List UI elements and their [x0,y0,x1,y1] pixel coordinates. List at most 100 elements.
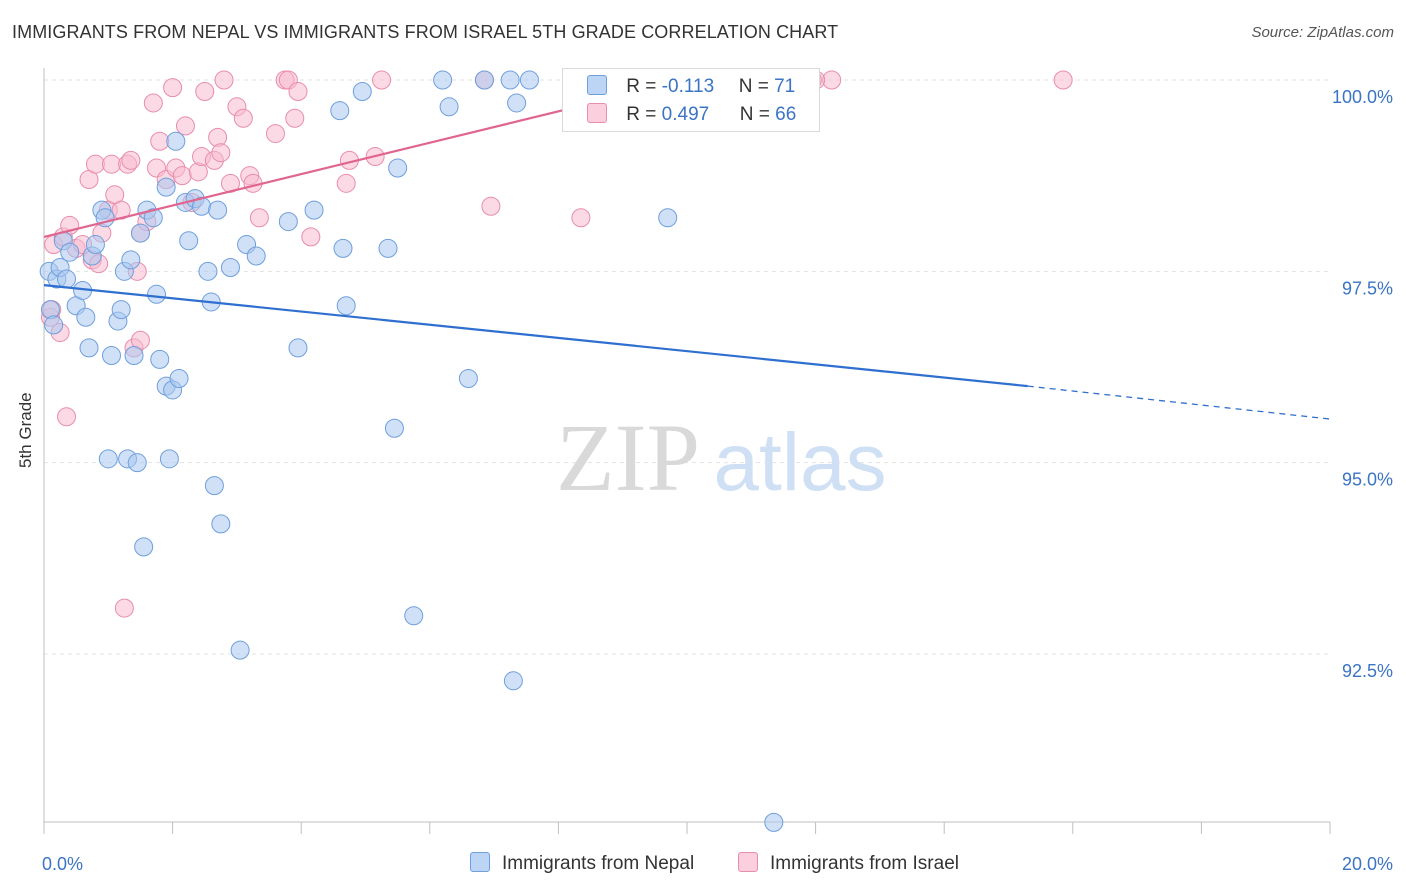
tick-labels: 92.5% 95.0% 97.5% 100.0% 0.0% 20.0% [42,87,1393,874]
israel-point [301,227,321,247]
israel-point [1053,70,1073,90]
y-tick-label: 95.0% [1342,470,1393,490]
nepal-point [179,231,199,251]
israel-point [214,70,234,90]
israel-point [85,154,105,174]
nepal-point [76,307,96,327]
israel-point [481,196,501,216]
nepal-point [220,258,240,278]
y-tick-label: 92.5% [1342,661,1393,681]
israel-n-value: 66 [775,104,797,125]
nepal-point [60,242,80,262]
israel-point [172,166,192,186]
legend-label-nepal: Immigrants from Nepal [502,853,695,874]
nepal-point [169,368,189,388]
chart-title: IMMIGRANTS FROM NEPAL VS IMMIGRANTS FROM… [12,22,839,42]
nepal-point [304,200,324,220]
legend-item-israel: Immigrants from Israel [738,852,959,875]
nepal-point [40,300,60,320]
nepal-point [121,250,141,270]
nepal-point [198,261,218,281]
y-tick-label: 100.0% [1332,87,1393,107]
israel-point [288,81,308,101]
nepal-point [44,315,64,335]
nepal-n-value: 71 [774,76,796,97]
israel-point [114,598,134,618]
nepal-point [85,235,105,255]
nepal-point [278,212,298,232]
nepal-point [134,537,154,557]
nepal-point [246,246,266,266]
nepal-point [156,177,176,197]
israel-point [285,108,305,128]
israel-point [208,127,228,147]
nepal-point [658,208,678,228]
correlation-legend: R = -0.113 N = 71 R = 0.497 N = 66 [562,68,820,132]
israel-point [163,78,183,98]
nepal-point [288,338,308,358]
nepal-point [507,93,527,113]
nepal-point [352,81,372,101]
israel-swatch [587,103,607,123]
source-label: Source: ZipAtlas.com [1251,24,1394,41]
nepal-point [384,418,404,438]
nepal-point [159,449,179,469]
nepal-point [143,208,163,228]
israel-point [249,208,269,228]
nepal-point [336,296,356,316]
r-label: R = [626,104,657,125]
nepal-point [124,346,144,366]
nepal-point [519,70,539,90]
israel-point [233,108,253,128]
israel-point [150,131,170,151]
nepal-point [378,238,398,258]
legend-row-israel: R = 0.497 N = 66 [587,103,796,127]
watermark: ZIP atlas [556,404,887,511]
nepal-point [333,238,353,258]
israel-series-points [40,70,1073,618]
nepal-trend-line [43,284,1028,388]
nepal-point [503,671,523,691]
legend-row-nepal: R = -0.113 N = 71 [587,75,795,99]
israel-point [372,70,392,90]
n-label: N = [738,76,769,97]
israel-point [211,143,231,163]
legend-item-nepal: Immigrants from Nepal [470,852,694,875]
israel-point [822,70,842,90]
n-label: N = [739,104,770,125]
nepal-point [166,131,186,151]
israel-point [121,150,141,170]
grid-lines [44,79,1330,655]
nepal-swatch [587,75,607,95]
israel-point [57,407,77,427]
israel-point [175,116,195,136]
nepal-point [204,476,224,496]
watermark-atlas: atlas [713,417,886,508]
y-tick-label: 97.5% [1342,278,1393,298]
israel-point [143,93,163,113]
nepal-point [404,606,424,626]
nepal-point [230,640,250,660]
nepal-point [102,346,122,366]
nepal-r-value: -0.113 [661,76,715,97]
nepal-point [474,70,494,90]
israel-legend-swatch [738,852,758,872]
r-label: R = [626,76,657,97]
watermark-zip: ZIP [556,404,700,511]
nepal-point [764,812,784,832]
nepal-point [500,70,520,90]
israel-point [188,162,208,182]
axes [43,68,1331,834]
israel-point [265,124,285,144]
nepal-point [388,158,408,178]
israel-point [336,173,356,193]
x-tick-label: 20.0% [1342,854,1393,874]
nepal-point [433,70,453,90]
nepal-point [439,97,459,117]
israel-point [195,81,215,101]
israel-r-value: 0.497 [661,104,710,125]
nepal-point [98,449,118,469]
y-axis-label: 5th Grade [16,392,35,468]
legend-label-israel: Immigrants from Israel [770,853,959,874]
